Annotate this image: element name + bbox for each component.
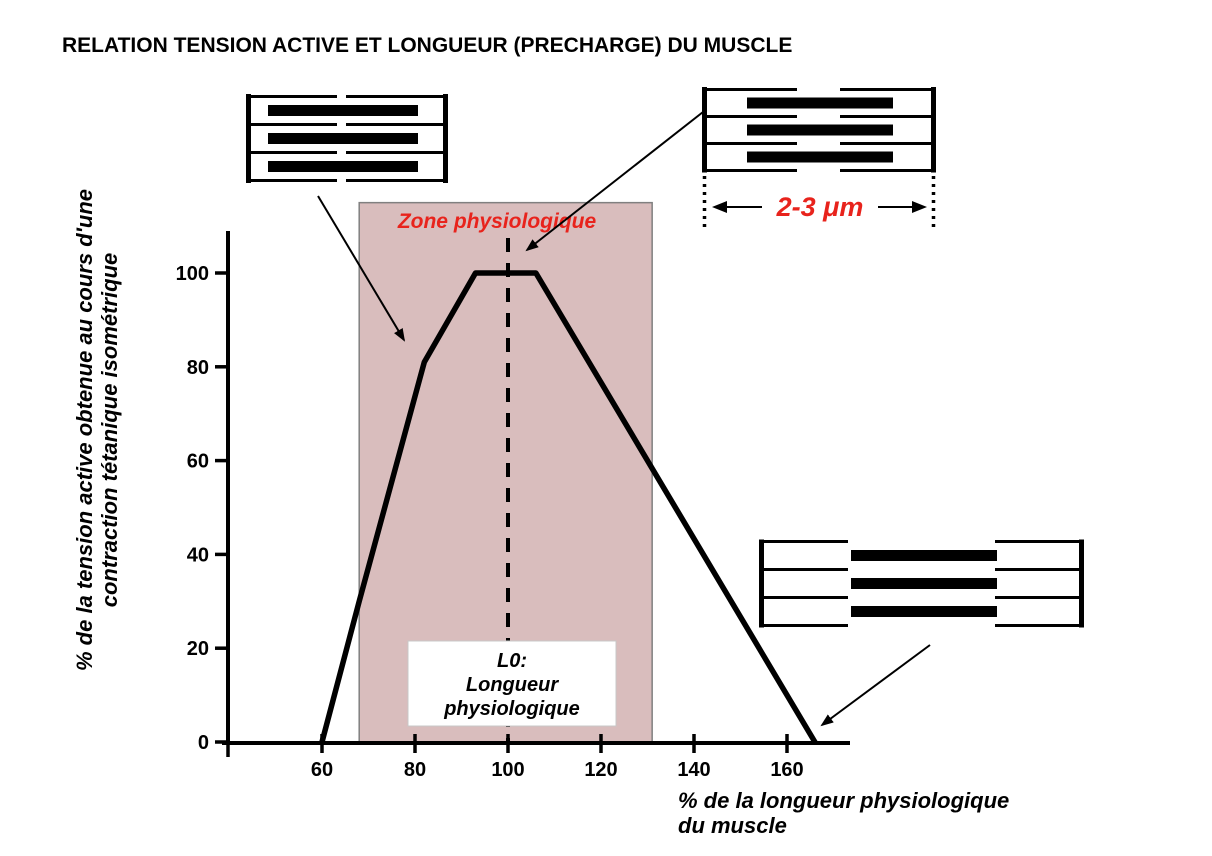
arrow-stretched-sarcomere-to-curve — [820, 644, 931, 727]
sarcomere-full-overlap-diagram — [246, 94, 448, 183]
y-tick-label: 80 — [187, 357, 209, 379]
x-tick-label: 160 — [770, 759, 803, 781]
l0-label-line3: physiologique — [443, 698, 580, 720]
y-tick-label: 60 — [187, 451, 209, 473]
zone-physiologique-label: Zone physiologique — [397, 210, 597, 233]
y-tick-label: 100 — [176, 263, 209, 285]
sarcomere-no-overlap-diagram — [759, 539, 1084, 628]
figure-title: RELATION TENSION ACTIVE ET LONGUEUR (PRE… — [62, 34, 792, 57]
x-tick-label: 100 — [491, 759, 524, 781]
tension-length-curve — [319, 270, 818, 745]
y-axis-label-line1: % de la tension active obtenue au cours … — [72, 189, 97, 671]
sarcomere-length-label: 2-3 μm — [776, 192, 864, 222]
arrow-short-sarcomere-to-curve — [317, 195, 406, 342]
x-tick-label: 120 — [584, 759, 617, 781]
l0-label-line1: L0: — [497, 650, 527, 672]
axis-ticks-layer: 60 80 100 120 140 160 0 20 40 60 80 100 — [176, 263, 804, 781]
l0-label-line2: Longueur — [466, 674, 559, 696]
x-tick-label: 140 — [677, 759, 710, 781]
curve-layer — [319, 270, 818, 745]
x-tick-label: 80 — [404, 759, 426, 781]
x-axis-label-line2: du muscle — [678, 813, 787, 838]
left-arrowhead-icon — [712, 201, 727, 213]
l0-label-box — [407, 640, 617, 727]
x-tick-label: 60 — [311, 759, 333, 781]
y-tick-label: 40 — [187, 544, 209, 566]
sarcomere-optimal-overlap-diagram: 2-3 μm — [702, 87, 936, 232]
x-axis-label-line1: % de la longueur physiologique — [678, 788, 1009, 813]
arrow-optimal-sarcomere-to-curve — [525, 111, 704, 252]
y-tick-label: 20 — [187, 638, 209, 660]
right-arrowhead-icon — [912, 201, 927, 213]
y-axis-label-line2: contraction tétanique isométrique — [97, 253, 122, 608]
y-tick-label: 0 — [198, 732, 209, 754]
